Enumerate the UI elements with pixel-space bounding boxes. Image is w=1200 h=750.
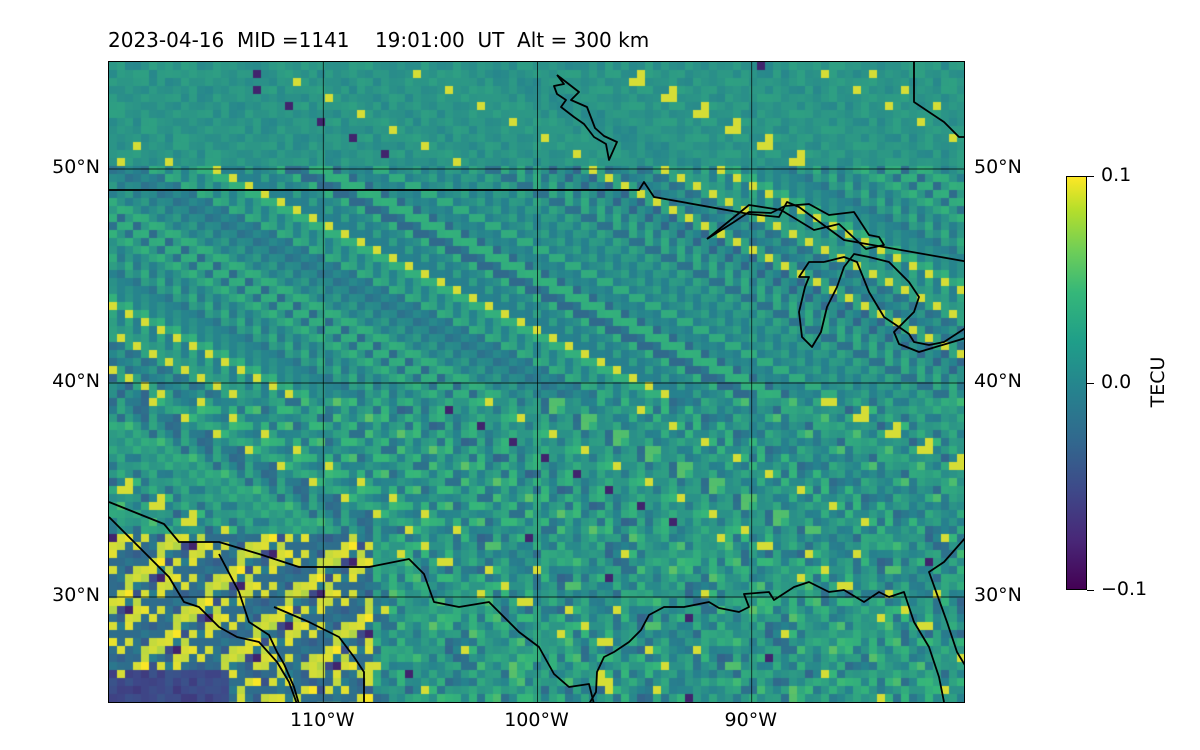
us-mexico-border [109,501,595,702]
colorbar [1066,176,1087,590]
baja-california-west [109,516,298,702]
lon-label-0: 110°W [289,709,355,731]
great-lakes-superior [706,203,885,250]
colorbar-label: TECU [1147,356,1169,408]
colorbar-tick-1 [1087,383,1094,385]
mexico-west-coast [273,606,365,702]
colorbar-tick-0 [1087,176,1094,178]
map-title: 2023-04-16 MID =1141 19:01:00 UT Alt = 3… [108,28,650,52]
lat-label-right-2: 30°N [974,584,1022,606]
coastlines-and-borders [109,62,964,702]
lat-label-left-1: 40°N [52,370,100,392]
colorbar-tick-label-1: 0.0 [1101,371,1132,393]
lat-label-left-0: 50°N [52,156,100,178]
colorbar-tick-label-2: −0.1 [1101,578,1148,600]
lon-label-1: 100°W [504,709,569,731]
lon-label-2: 90°W [724,709,777,731]
colorbar-tick-2 [1087,590,1094,592]
tec-map [108,61,965,703]
lat-label-left-2: 30°N [52,584,100,606]
florida-coast [928,537,964,666]
us-canada-border [109,181,964,263]
graticule [109,62,964,702]
hudson-bay-coast [553,74,618,161]
lat-label-right-0: 50°N [974,156,1022,178]
gulf-coast [589,581,945,702]
map-overlay [109,62,964,702]
great-lakes-michigan-huron [798,253,964,353]
baja-california-east [218,553,300,702]
colorbar-tick-label-0: 0.1 [1101,164,1132,186]
lat-label-right-1: 40°N [974,370,1022,392]
canada-east-coast [913,62,964,138]
